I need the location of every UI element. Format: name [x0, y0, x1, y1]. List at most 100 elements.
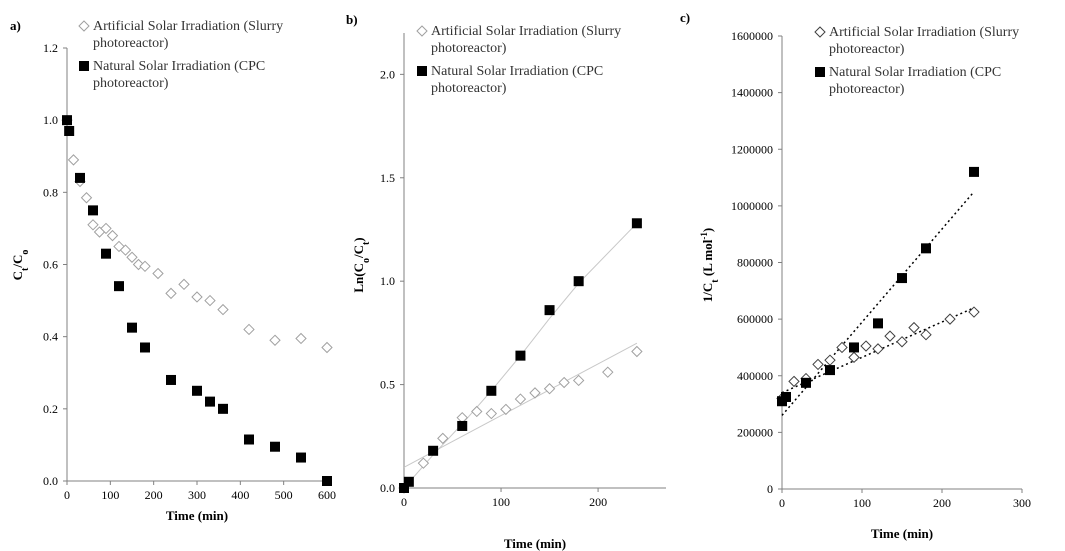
- x-tick-label: 200: [145, 488, 163, 502]
- y-tick-label: 1000000: [731, 199, 773, 213]
- y-axis-title-part: C: [10, 271, 25, 280]
- x-tick-label: 300: [1013, 496, 1031, 510]
- legend-marker-series-2: [815, 67, 825, 77]
- data-point-series-1: [126, 251, 138, 263]
- legend-label-series-2: Natural Solar Irradiation (CPC: [93, 59, 265, 74]
- x-tick-label: 300: [188, 488, 206, 502]
- data-point-series-1: [243, 323, 255, 336]
- data-point-series-2: [127, 322, 137, 333]
- x-tick-label: 100: [101, 488, 119, 502]
- y-axis-title-part: -1: [699, 232, 709, 240]
- data-point-series-1: [178, 278, 190, 291]
- data-point-series-1: [908, 321, 920, 334]
- data-point-series-2: [873, 318, 883, 329]
- x-tick-label: 100: [492, 495, 510, 509]
- y-tick-label: 1400000: [731, 86, 773, 100]
- data-point-series-2: [825, 365, 835, 376]
- data-point-series-2: [849, 342, 859, 353]
- y-tick-label: 0.0: [43, 474, 58, 488]
- y-tick-label: 0.0: [380, 481, 395, 495]
- x-axis-title: Time (min): [166, 508, 228, 523]
- data-point-series-1: [417, 457, 430, 469]
- y-tick-label: 600000: [737, 312, 773, 326]
- data-point-series-1: [437, 432, 449, 445]
- data-point-series-1: [269, 334, 281, 346]
- data-point-series-2: [486, 385, 497, 396]
- legend-marker-series-1: [814, 26, 826, 38]
- y-axis-title-part: Ln(C: [351, 263, 366, 293]
- data-point-series-2: [544, 305, 555, 316]
- legend-marker-series-1: [78, 20, 90, 32]
- data-point-series-1: [119, 244, 132, 256]
- data-point-series-1: [67, 154, 80, 166]
- data-point-series-2: [140, 342, 150, 353]
- data-point-series-1: [204, 294, 216, 307]
- data-point-series-1: [485, 407, 498, 420]
- data-point-series-1: [836, 341, 848, 354]
- data-point-series-1: [471, 405, 483, 418]
- data-point-series-1: [848, 351, 860, 364]
- trend-line-series-2: [781, 191, 975, 416]
- legend-label-series-2-line2: photoreactor): [829, 82, 905, 97]
- data-point-series-2: [64, 125, 75, 136]
- legend-label-series-1: Artificial Solar Irradiation (Slurry: [829, 25, 1019, 40]
- x-tick-label: 200: [589, 495, 607, 509]
- data-point-series-1: [191, 291, 203, 303]
- trend-line-series-1: [403, 342, 638, 468]
- data-point-series-1: [824, 354, 836, 366]
- data-point-series-1: [812, 358, 824, 371]
- legend-label-series-1: Artificial Solar Irradiation (Slurry: [431, 24, 621, 39]
- data-point-series-1: [968, 306, 980, 318]
- y-axis-title-part: ): [700, 228, 715, 232]
- y-axis-title-part: /C: [351, 245, 366, 259]
- data-point-series-2: [515, 350, 526, 361]
- data-point-series-1: [500, 403, 512, 416]
- y-axis-title-part: t: [710, 279, 721, 283]
- y-axis-title: Ct/Co: [10, 250, 31, 281]
- y-tick-label: 2.0: [380, 67, 395, 81]
- legend-marker-series-2: [417, 66, 427, 76]
- data-point-series-2: [88, 205, 98, 216]
- data-point-series-1: [896, 336, 908, 348]
- legend-label-series-2: Natural Solar Irradiation (CPC: [829, 65, 1001, 80]
- y-axis-title-part: (L mol: [700, 239, 715, 279]
- data-point-series-1: [106, 229, 119, 242]
- legend-label-series-2-line2: photoreactor): [93, 76, 169, 91]
- data-point-series-2: [399, 483, 409, 493]
- data-point-series-1: [558, 376, 570, 389]
- data-point-series-2: [205, 396, 215, 407]
- legend-label-series-2-line2: photoreactor): [431, 81, 507, 96]
- legend-label-series-2: Natural Solar Irradiation (CPC: [431, 64, 603, 79]
- y-tick-label: 0.2: [43, 402, 58, 416]
- data-point-series-2: [781, 391, 791, 402]
- legend-marker-series-2: [79, 61, 89, 71]
- legend-label-series-1-line2: photoreactor): [93, 36, 169, 51]
- y-axis-title-part: 1/C: [700, 283, 715, 303]
- data-point-series-2: [101, 248, 111, 259]
- data-point-series-2: [322, 476, 332, 486]
- data-point-series-1: [152, 267, 164, 280]
- y-axis-title-part: /C: [10, 255, 25, 269]
- data-point-series-1: [529, 387, 541, 399]
- x-tick-label: 600: [318, 488, 336, 502]
- y-axis-title: Ln(Co/Ct): [351, 237, 372, 292]
- y-tick-label: 800000: [737, 256, 773, 270]
- data-point-series-1: [295, 332, 307, 345]
- x-axis-title: Time (min): [504, 536, 566, 551]
- chart-panel-1: 0.0 0.2 0.4 0.6 0.8 1.0 1.2 0 100 200 300 400 500 600…: [10, 18, 336, 523]
- y-tick-label: 0.8: [43, 185, 58, 199]
- data-point-series-2: [166, 374, 176, 385]
- data-point-series-2: [114, 281, 124, 292]
- data-point-series-2: [218, 403, 228, 414]
- x-tick-label: 0: [779, 496, 785, 510]
- data-point-series-1: [165, 287, 177, 300]
- x-tick-label: 0: [64, 488, 70, 502]
- y-axis-title-part: t: [361, 241, 372, 245]
- data-point-series-2: [270, 441, 280, 452]
- data-point-series-1: [631, 345, 643, 358]
- data-point-series-2: [244, 434, 254, 445]
- y-tick-label: 0.5: [380, 378, 395, 392]
- data-point-series-1: [860, 340, 872, 352]
- data-point-series-2: [969, 166, 979, 177]
